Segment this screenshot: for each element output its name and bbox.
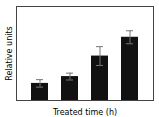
svg-text:Treated time (h): Treated time (h) bbox=[52, 108, 117, 117]
svg-text:Relative units: Relative units bbox=[5, 26, 14, 80]
